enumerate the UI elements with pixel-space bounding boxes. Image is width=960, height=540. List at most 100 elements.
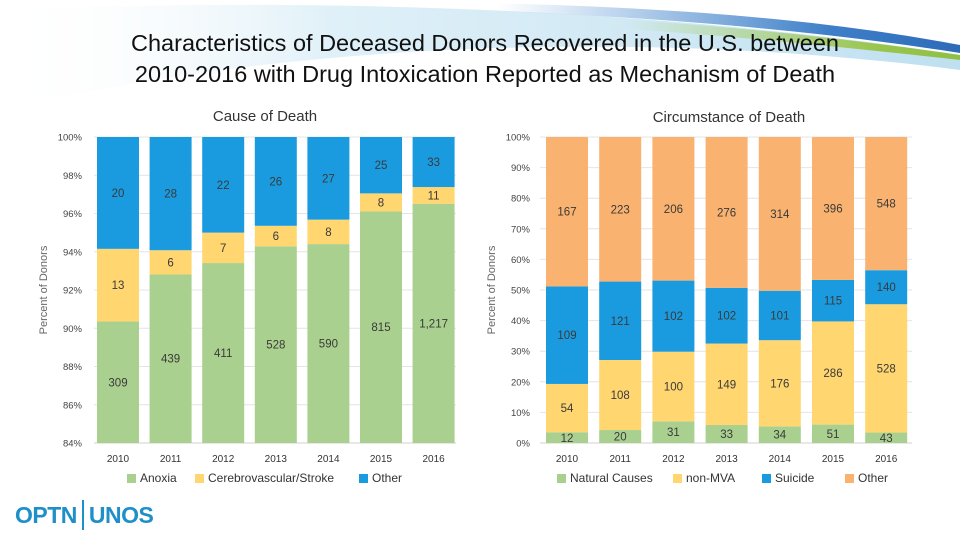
page-title-line-1: Characteristics of Deceased Donors Recov… [131, 30, 839, 56]
x-tick-label: 2016 [422, 454, 445, 465]
legend-label: Other [858, 471, 888, 485]
data-label: 20 [614, 432, 627, 444]
y-tick-label: 70% [511, 224, 531, 235]
bar-segment-non-mva-2013 [705, 343, 748, 425]
bar-segment-cerebrovascular-stroke-2011 [149, 250, 192, 275]
logo-separator [81, 500, 84, 530]
data-label: 43 [880, 433, 893, 445]
bar-segment-suicide-2016 [865, 270, 908, 305]
bar-segment-other-2015 [812, 137, 854, 280]
x-tick-label: 2013 [715, 454, 738, 465]
bar-segment-non-mva-2012 [652, 351, 695, 422]
x-tick-label: 2013 [265, 454, 288, 465]
y-tick-label: 60% [511, 255, 531, 266]
data-label: 411 [214, 348, 232, 360]
x-tick-label: 2016 [875, 454, 898, 465]
data-label: 590 [319, 339, 338, 351]
y-tick-label: 50% [511, 286, 531, 297]
bar-segment-cerebrovascular-stroke-2016 [412, 187, 455, 204]
bar-segment-natural-causes-2013 [705, 424, 748, 443]
data-label: 314 [770, 209, 790, 221]
data-label: 22 [217, 180, 230, 192]
x-tick-label: 2015 [370, 454, 393, 465]
data-label: 12 [561, 433, 574, 445]
data-label: 276 [717, 207, 736, 219]
bar-segment-other-2013 [705, 137, 748, 288]
legend-swatch [762, 474, 771, 483]
y-tick-label: 30% [511, 347, 531, 358]
bar-segment-anoxia-2016 [412, 203, 455, 443]
y-tick-label: 20% [511, 377, 531, 388]
bar-segment-cerebrovascular-stroke-2010 [97, 248, 139, 322]
y-tick-label: 92% [63, 286, 83, 297]
legend-label: Natural Causes [570, 471, 653, 485]
y-tick-label: 0% [516, 439, 530, 450]
bar-group-2015: 815 8 25 [360, 137, 402, 443]
legend-label: Other [372, 471, 402, 485]
x-tick-label: 2011 [160, 454, 182, 465]
legend-label: Suicide [775, 471, 815, 485]
bar-group-2010: 309 13 20 [97, 137, 139, 443]
y-tick-label: 84% [63, 439, 83, 450]
legend-swatch [845, 474, 854, 483]
bar-segment-non-mva-2010 [546, 383, 588, 433]
y-tick-label: 100% [506, 133, 531, 144]
bar-segment-anoxia-2015 [360, 211, 402, 443]
y-tick-label: 90% [63, 324, 83, 335]
data-label: 206 [664, 204, 683, 216]
y-tick-label: 100% [58, 133, 83, 144]
bar-group-2016: 43 528 140 548 [865, 137, 908, 445]
data-label: 167 [557, 207, 576, 219]
data-label: 28 [164, 189, 177, 201]
data-label: 109 [557, 330, 576, 342]
bar-segment-natural-causes-2011 [599, 430, 642, 443]
x-tick-label: 2010 [556, 454, 579, 465]
data-label: 309 [108, 377, 127, 389]
bar-segment-cerebrovascular-stroke-2013 [254, 225, 297, 247]
y-tick-label: 80% [511, 194, 531, 205]
bar-segment-suicide-2014 [758, 290, 801, 341]
data-label: 54 [561, 403, 574, 415]
data-label: 149 [717, 379, 736, 391]
y-axis-label: Percent of Donors [486, 245, 498, 334]
bar-segment-other-2015 [360, 137, 402, 194]
y-tick-label: 86% [63, 400, 83, 411]
bar-segment-natural-causes-2014 [758, 426, 801, 443]
data-label: 115 [824, 296, 842, 308]
x-tick-label: 2010 [107, 454, 130, 465]
y-tick-label: 88% [63, 362, 83, 373]
bar-segment-cerebrovascular-stroke-2012 [202, 232, 245, 264]
bar-segment-other-2012 [202, 137, 245, 233]
data-label: 121 [611, 316, 630, 328]
data-label: 33 [427, 157, 440, 169]
bar-segment-suicide-2015 [812, 279, 854, 322]
x-tick-label: 2014 [769, 454, 792, 465]
bar-segment-anoxia-2013 [254, 246, 297, 443]
data-label: 439 [161, 354, 180, 366]
data-label: 34 [773, 430, 786, 442]
logo-unos: UNOS [88, 501, 154, 528]
legend: Natural Causes non-MVA Suicide Other [557, 471, 888, 485]
bar-segment-other-2016 [412, 137, 455, 188]
bar-group-2011: 20 108 121 223 [599, 137, 642, 444]
data-label: 396 [823, 203, 842, 215]
y-tick-label: 98% [63, 171, 83, 182]
bar-segment-non-mva-2014 [758, 340, 801, 427]
header-swoosh-decoration [0, 1, 960, 111]
legend-swatch [359, 474, 368, 483]
y-tick-label: 10% [511, 408, 531, 419]
bar-group-2015: 51 286 115 396 [812, 137, 854, 443]
bar-segment-anoxia-2010 [97, 321, 139, 443]
bar-segment-anoxia-2014 [307, 244, 350, 443]
bar-segment-other-2014 [758, 137, 801, 291]
legend-label: non-MVA [686, 471, 735, 485]
data-label: 8 [378, 197, 384, 209]
logo-optn: OPTN [15, 501, 77, 528]
bar-segment-natural-causes-2016 [865, 432, 908, 443]
data-label: 51 [827, 429, 840, 441]
data-label: 815 [371, 322, 390, 334]
chart-circumstance-of-death: Circumstance of Death 0% 10% 20% 30% 40% 50% 60… [486, 109, 912, 485]
bar-segment-suicide-2010 [546, 286, 588, 384]
bar-segment-non-mva-2015 [812, 321, 854, 425]
legend-swatch [673, 474, 682, 483]
